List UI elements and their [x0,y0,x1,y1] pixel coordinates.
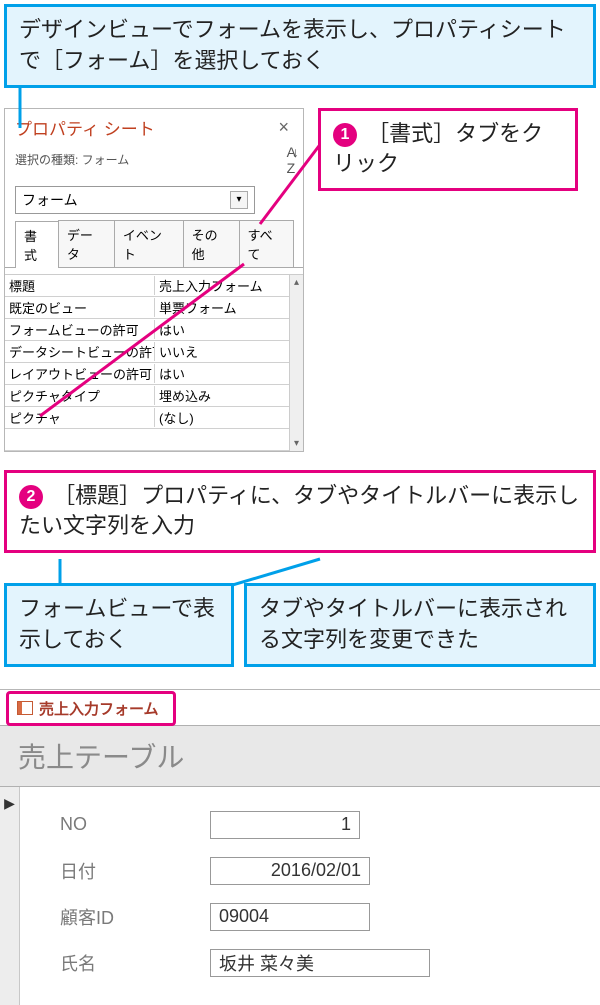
property-row[interactable] [5,429,303,451]
callout-top-text: デザインビューでフォームを表示し、プロパティシートで［フォーム］を選択しておく [19,17,566,73]
property-sheet-title: プロパティ シート [15,115,155,140]
property-sheet-header: プロパティ シート × [5,109,303,142]
tab-format[interactable]: 書式 [15,221,59,268]
field-value-date[interactable]: 2016/02/01 [210,857,370,885]
document-tab-strip: 売上入力フォーム [0,690,600,726]
object-selector-dropdown[interactable]: フォーム ▾ [15,186,255,214]
callout-formview: フォームビューで表示しておく [4,583,234,667]
property-grid: ▴▾ 標題 売上入力フォーム 既定のビュー単票フォーム フォームビューの許可はい… [5,274,303,451]
callout-step1-text: ［書式］タブをクリック [333,121,543,177]
callout-step1: 1 ［書式］タブをクリック [318,108,578,192]
property-row[interactable]: ピクチャタイプ埋め込み [5,385,303,407]
field-label: 氏名 [60,950,210,976]
callout-formview-text: フォームビューで表示しておく [19,596,215,652]
step-number-1: 1 [333,123,357,147]
field-label: 日付 [60,858,210,884]
property-sheet-subtitle: 選択の種類: フォーム [15,151,129,168]
form-row-customer-id: 顧客ID 09004 [60,903,590,931]
property-row[interactable]: データシートビューの許可いいえ [5,341,303,363]
field-value-no[interactable]: 1 [210,811,360,839]
property-row[interactable]: 既定のビュー単票フォーム [5,297,303,319]
tab-other[interactable]: その他 [183,220,240,267]
field-label: 顧客ID [60,904,210,930]
property-row[interactable]: レイアウトビューの許可はい [5,363,303,385]
form-icon [17,701,33,715]
property-row-caption[interactable]: 標題 売上入力フォーム [5,275,303,297]
property-sheet-tabs: 書式 データ イベント その他 すべて [5,220,303,268]
form-header-area: 売上テーブル [0,726,600,787]
property-sheet-subtitle-row: 選択の種類: フォーム A↓Z [5,142,303,186]
field-value-name[interactable]: 坂井 菜々美 [210,949,430,977]
form-row-name: 氏名 坂井 菜々美 [60,949,590,977]
sort-icon[interactable]: A↓Z [287,144,295,176]
chevron-down-icon: ▾ [230,191,248,209]
field-value-customer-id[interactable]: 09004 [210,903,370,931]
record-selector[interactable]: ▶ [0,787,20,1005]
form-body-wrap: ▶ NO 1 日付 2016/02/01 顧客ID 09004 氏名 坂井 菜々… [0,787,600,1005]
tab-event[interactable]: イベント [114,220,184,267]
step-number-2: 2 [19,485,43,509]
tab-all[interactable]: すべて [239,220,294,267]
callout-step2: 2 ［標題］プロパティに、タブやタイトルバーに表示したい文字列を入力 [4,470,596,554]
object-selector-value: フォーム [22,190,78,210]
property-sheet-wrap: プロパティ シート × 選択の種類: フォーム A↓Z フォーム ▾ 書式 デー… [4,108,304,452]
property-sheet: プロパティ シート × 選択の種類: フォーム A↓Z フォーム ▾ 書式 デー… [4,108,304,452]
close-icon[interactable]: × [272,117,295,138]
callout-tabtitle: タブやタイトルバーに表示される文字列を変更できた [244,583,596,667]
callout-top: デザインビューでフォームを表示し、プロパティシートで［フォーム］を選択しておく [4,4,596,88]
field-label: NO [60,814,210,835]
form-body: NO 1 日付 2016/02/01 顧客ID 09004 氏名 坂井 菜々美 [20,787,600,1005]
property-row[interactable]: フォームビューの許可はい [5,319,303,341]
form-row-date: 日付 2016/02/01 [60,857,590,885]
form-heading: 売上テーブル [0,726,600,786]
form-tab[interactable]: 売上入力フォーム [6,691,176,726]
form-row-no: NO 1 [60,811,590,839]
scrollbar[interactable]: ▴▾ [289,275,303,451]
form-view: 売上入力フォーム 売上テーブル ▶ NO 1 日付 2016/02/01 顧客I… [0,689,600,1005]
form-tab-label: 売上入力フォーム [39,698,159,719]
property-row[interactable]: ピクチャ(なし) [5,407,303,429]
callout-tabtitle-text: タブやタイトルバーに表示される文字列を変更できた [259,596,567,652]
callout-step2-text: ［標題］プロパティに、タブやタイトルバーに表示したい文字列を入力 [19,483,579,539]
tab-data[interactable]: データ [58,220,115,267]
